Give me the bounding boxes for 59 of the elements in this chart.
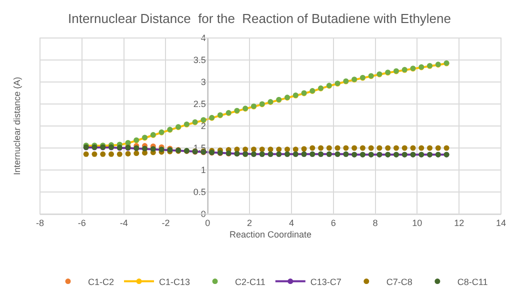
y-tick-label: 0.5: [193, 187, 206, 198]
point: [334, 145, 340, 151]
point: [352, 145, 358, 151]
point: [100, 151, 106, 157]
point: [318, 145, 324, 151]
y-tick-label: 1: [200, 165, 206, 176]
point: [134, 150, 140, 156]
point: [376, 145, 382, 151]
point: [385, 145, 391, 151]
point: [83, 151, 89, 157]
x-tick-label: 14: [496, 218, 506, 228]
y-tick-label: 2.5: [193, 99, 206, 110]
point: [435, 145, 441, 151]
point: [326, 145, 332, 151]
x-tick-label: 10: [412, 218, 422, 228]
y-tick-label: 2: [200, 121, 206, 132]
point: [301, 146, 307, 152]
point: [125, 150, 131, 156]
y-tick-label: 3: [200, 77, 206, 88]
point: [418, 145, 424, 151]
x-tick-label: 12: [454, 218, 464, 228]
point: [343, 145, 349, 151]
x-axis-title: Reaction Coordinate: [229, 230, 312, 240]
point: [393, 145, 399, 151]
point: [242, 146, 248, 152]
x-tick-label: -2: [162, 218, 170, 228]
x-tick-label: -4: [120, 218, 128, 228]
point: [108, 151, 114, 157]
legend-label: C1-C2: [88, 276, 114, 287]
point: [410, 145, 416, 151]
legend-label: C8-C11: [457, 276, 488, 287]
point: [92, 151, 98, 157]
point: [444, 145, 450, 151]
point: [427, 145, 432, 151]
point: [250, 146, 256, 152]
point: [360, 145, 366, 151]
point: [310, 145, 316, 151]
point: [292, 146, 298, 152]
x-tick-label: 8: [372, 218, 378, 228]
point: [268, 146, 274, 152]
point: [259, 146, 265, 152]
point: [284, 146, 290, 152]
legend-label: C1-C13: [159, 276, 190, 287]
y-axis-title: Internuclear distance (A): [12, 76, 22, 175]
legend-label: C2-C11: [235, 276, 266, 287]
x-tick-label: 4: [288, 218, 294, 228]
point: [142, 150, 148, 156]
y-tick-label: 3.5: [193, 55, 206, 66]
chart-title: Internuclear Distance for the Reaction of Butadiene with Ethylene: [68, 10, 451, 26]
x-tick-label: -6: [78, 218, 86, 228]
x-tick-label: 6: [330, 218, 336, 228]
x-tick-label: -8: [36, 218, 44, 228]
legend-label: C7-C8: [386, 276, 412, 287]
point: [276, 146, 282, 152]
point: [368, 145, 374, 151]
point: [402, 145, 408, 151]
x-tick-label: 2: [247, 218, 252, 228]
point: [116, 151, 122, 157]
legend-label: C13-C7: [310, 276, 342, 287]
